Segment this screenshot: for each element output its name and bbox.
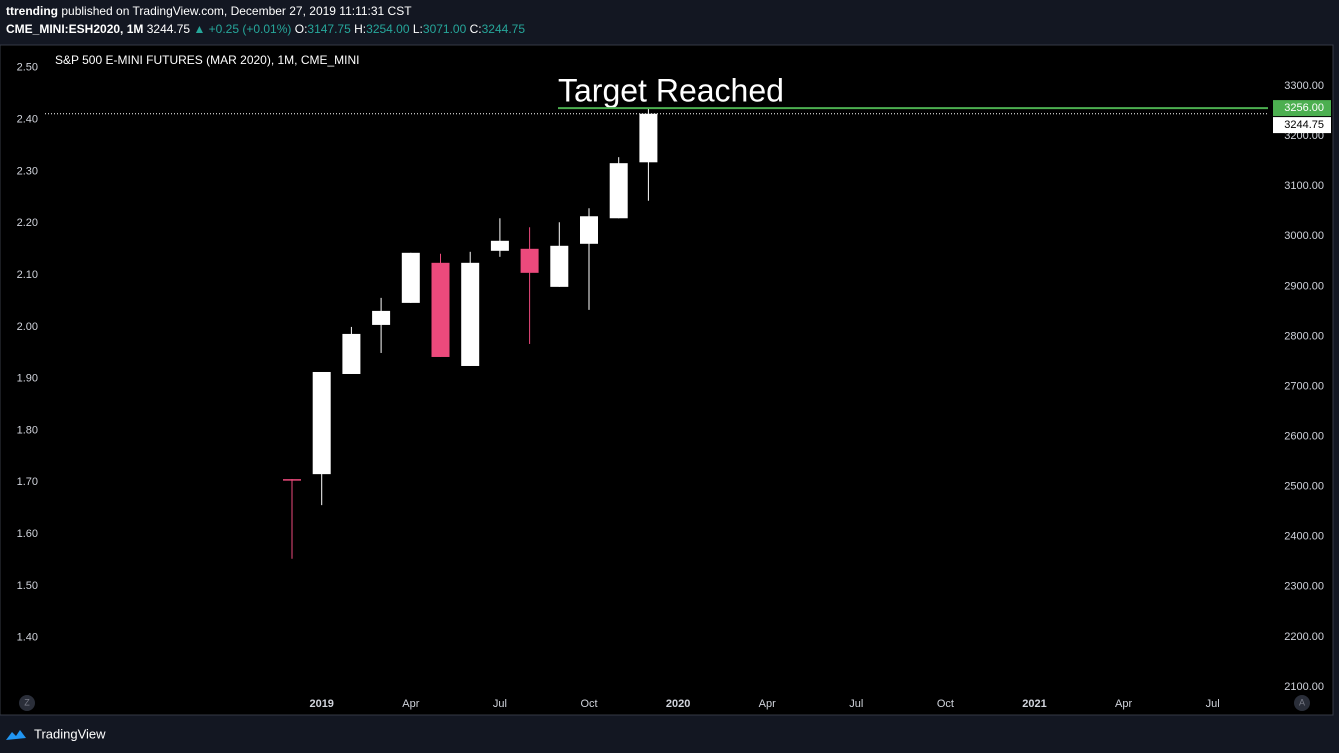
y-tick-label: 2700.00 — [1284, 380, 1324, 392]
c: 3244.75 — [482, 22, 526, 36]
candle-body — [283, 479, 301, 481]
y-tick-label: 2800.00 — [1284, 330, 1324, 342]
candle-body — [520, 248, 539, 273]
candle-body — [609, 163, 628, 219]
candle-body — [342, 333, 361, 374]
x-tick-label: Oct — [937, 698, 954, 710]
y2-tick-label: 2.00 — [17, 321, 38, 333]
y2-tick-label: 2.50 — [17, 62, 38, 74]
last: 3244.75 — [147, 22, 191, 36]
a-button[interactable] — [1294, 695, 1310, 711]
change: ▲ +0.25 (+0.01%) — [193, 22, 291, 36]
x-tick-label: Jul — [849, 698, 863, 710]
y-tick-label: 2100.00 — [1284, 681, 1324, 693]
x-tick-label: Jul — [1206, 698, 1220, 710]
candle-body — [639, 113, 658, 163]
chart-pane — [0, 44, 1334, 716]
candle-body — [372, 310, 391, 325]
author: ttrending — [6, 4, 58, 18]
logo — [6, 730, 26, 740]
y2-tick-label: 2.30 — [17, 165, 38, 177]
l: 3071.00 — [423, 22, 467, 36]
x-tick-label: Apr — [759, 698, 776, 710]
price-label-box — [1273, 100, 1331, 117]
y2-tick-label: 1.80 — [17, 424, 38, 436]
y2-tick-label: 2.10 — [17, 269, 38, 281]
chart-title: S&P 500 E-MINI FUTURES (MAR 2020), 1M, C… — [55, 53, 360, 67]
price-label: 3256.00 — [1284, 102, 1324, 114]
candle-body — [580, 216, 598, 244]
o-label: O: — [295, 22, 308, 36]
x-tick-label: Jul — [493, 698, 507, 710]
brand: TradingView — [34, 726, 106, 741]
y2-tick-label: 1.70 — [17, 476, 38, 488]
x-tick-label: Apr — [402, 698, 419, 710]
y2-tick-label: 1.50 — [17, 580, 38, 592]
o: 3147.75 — [307, 22, 351, 36]
x-tick-label: 2019 — [309, 698, 333, 710]
y-tick-label: 2500.00 — [1284, 481, 1324, 493]
annotation: Target Reached — [558, 72, 784, 108]
y-tick-label: 3100.00 — [1284, 180, 1324, 192]
h: 3254.00 — [366, 22, 410, 36]
y-tick-label: 3000.00 — [1284, 230, 1324, 242]
l-label: L: — [413, 22, 423, 36]
y-tick-label: 2200.00 — [1284, 631, 1324, 643]
price-label: 3244.75 — [1284, 119, 1324, 131]
z-button-label: Z — [24, 697, 30, 707]
h-label: H: — [354, 22, 366, 36]
header-line-2: CME_MINI:ESH2020, 1M 3244.75 ▲ +0.25 (+0… — [6, 22, 525, 36]
y2-tick-label: 2.40 — [17, 114, 38, 126]
z-button[interactable] — [19, 695, 35, 711]
published: published on TradingView.com, December 2… — [61, 4, 412, 18]
y2-tick-label: 2.20 — [17, 217, 38, 229]
y2-tick-label: 1.40 — [17, 632, 38, 644]
symbol: CME_MINI:ESH2020, 1M — [6, 22, 143, 36]
y-tick-label: 2900.00 — [1284, 280, 1324, 292]
y-tick-label: 3300.00 — [1284, 80, 1324, 92]
x-tick-label: Oct — [580, 698, 597, 710]
candle-body — [490, 240, 509, 251]
y2-tick-label: 1.90 — [17, 373, 38, 385]
candle-body — [401, 252, 420, 303]
x-tick-label: 2020 — [666, 698, 690, 710]
y-tick-label: 2400.00 — [1284, 531, 1324, 543]
x-tick-label: 2021 — [1022, 698, 1046, 710]
candle-body — [550, 245, 569, 287]
candle-body — [312, 371, 331, 475]
header-line-1: ttrending published on TradingView.com, … — [6, 4, 412, 18]
candle-body — [461, 262, 480, 366]
y2-tick-label: 1.60 — [17, 528, 38, 540]
c-label: C: — [470, 22, 482, 36]
y-tick-label: 2300.00 — [1284, 581, 1324, 593]
price-label-box — [1273, 117, 1331, 134]
a-button-label: A — [1299, 697, 1305, 707]
candle-body — [431, 262, 450, 357]
y-tick-label: 2600.00 — [1284, 430, 1324, 442]
x-tick-label: Apr — [1115, 698, 1132, 710]
